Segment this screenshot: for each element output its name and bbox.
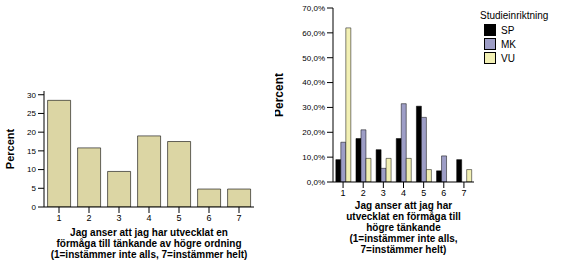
svg-text:0,0%: 0,0%	[307, 178, 325, 187]
svg-text:6: 6	[441, 188, 446, 198]
svg-text:20,0%: 20,0%	[302, 128, 325, 137]
svg-text:2: 2	[361, 188, 366, 198]
html-text:MK: MK	[501, 38, 516, 50]
svg-text:5: 5	[421, 188, 426, 198]
svg-text:70,0%: 70,0%	[302, 4, 325, 13]
svg-text:40,0%: 40,0%	[302, 78, 325, 87]
svg-text:Percent: Percent	[275, 73, 286, 117]
svg-text:0: 0	[32, 203, 37, 212]
svg-text:10,0%: 10,0%	[302, 153, 325, 162]
html-text:7=instämmer helt): 7=instämmer helt)	[360, 244, 447, 255]
svg-text:30: 30	[27, 91, 36, 100]
svg-text:7: 7	[236, 213, 241, 223]
html-text:Jag anser att jag har utveckla: Jag anser att jag har utvecklat en	[70, 227, 228, 238]
svg-text:1: 1	[56, 213, 61, 223]
html-text:SP: SP	[501, 24, 515, 36]
svg-text:4: 4	[146, 213, 151, 223]
html-text:förmåga till tänkande av högre: förmåga till tänkande av högre ordning	[56, 238, 242, 249]
svg-text:3: 3	[116, 213, 121, 223]
svg-text:10: 10	[27, 165, 36, 174]
svg-text:7: 7	[461, 188, 466, 198]
html-text:VU: VU	[501, 52, 515, 64]
svg-text:25: 25	[27, 109, 36, 118]
svg-text:1: 1	[341, 188, 346, 198]
svg-text:30,0%: 30,0%	[302, 103, 325, 112]
svg-text:4: 4	[401, 188, 406, 198]
svg-text:20: 20	[27, 128, 36, 137]
svg-text:6: 6	[206, 213, 211, 223]
svg-text:3: 3	[381, 188, 386, 198]
html-text:högre tänkande: högre tänkande	[366, 222, 441, 233]
html-text:utvecklat en förmåga till: utvecklat en förmåga till	[346, 211, 461, 222]
svg-text:Percent: Percent	[8, 128, 16, 169]
svg-text:60,0%: 60,0%	[302, 29, 325, 38]
svg-text:5: 5	[176, 213, 181, 223]
svg-text:5: 5	[32, 184, 37, 193]
html-text:(1=instämmer inte alls, 7=inst: (1=instämmer inte alls, 7=instämmer helt…	[50, 249, 248, 260]
svg-text:15: 15	[27, 147, 36, 156]
svg-text:50,0%: 50,0%	[302, 54, 325, 63]
html-text:(1=instämmer inte alls,: (1=instämmer inte alls,	[349, 233, 458, 244]
html-text:Studieinriktning: Studieinriktning	[480, 10, 549, 21]
html-text:Jag anser att jag har: Jag anser att jag har	[354, 200, 453, 211]
svg-text:2: 2	[86, 213, 91, 223]
